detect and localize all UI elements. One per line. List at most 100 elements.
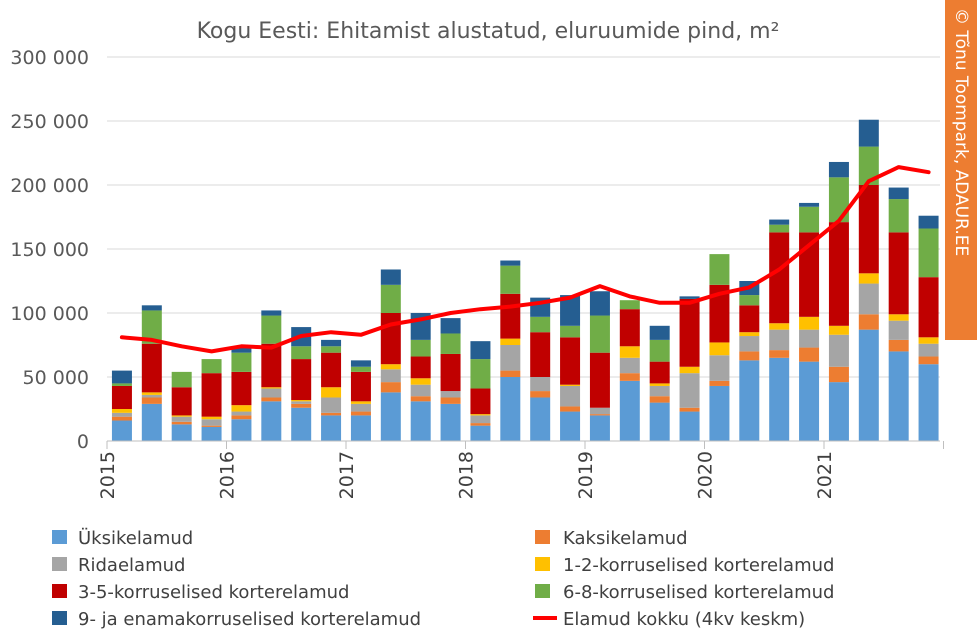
bar-segment — [201, 419, 222, 426]
bar-segment — [918, 356, 939, 365]
bar-segment — [828, 366, 849, 383]
bar-segment — [769, 350, 790, 358]
bar-segment — [769, 224, 790, 233]
y-tick-label: 100 000 — [10, 303, 89, 325]
bar-segment — [231, 411, 252, 416]
bar-segment — [560, 325, 581, 338]
x-axis: 2015 2016 2017 2018 2019 2020 2021 — [97, 440, 944, 499]
bar-segment — [410, 356, 431, 379]
bar-segment — [380, 392, 401, 441]
bar-segment — [619, 380, 640, 441]
bar-segment — [858, 119, 879, 147]
bar-segment — [350, 360, 371, 367]
bar-segment — [709, 254, 730, 285]
bar-segment — [171, 371, 192, 388]
bar-segment — [321, 412, 342, 416]
y-tick-label: 300 000 — [10, 47, 89, 69]
bar-segment — [111, 409, 132, 413]
bar-segment — [410, 384, 431, 397]
bar-segment — [380, 364, 401, 370]
bar-segment — [799, 347, 820, 362]
bar-segment — [828, 325, 849, 335]
bar-segment — [530, 316, 551, 333]
bar-segment — [769, 323, 790, 330]
bar-segment — [350, 415, 371, 441]
bar-segment — [350, 401, 371, 404]
bar-segment — [291, 400, 312, 402]
bar-segment — [858, 146, 879, 185]
bar-segment — [141, 394, 162, 398]
bar-segment — [500, 260, 521, 266]
bar-segment — [500, 293, 521, 339]
bar-segment — [231, 371, 252, 406]
bar-segment — [231, 347, 252, 353]
bar-segment — [171, 415, 192, 417]
bar-segment — [589, 315, 610, 353]
bar-segment — [709, 284, 730, 343]
bar-segment — [888, 232, 909, 315]
bar-segment — [888, 351, 909, 441]
bar-segment — [261, 315, 282, 344]
bar-segment — [291, 346, 312, 360]
bar-segment — [410, 401, 431, 441]
bar-segment — [828, 334, 849, 367]
bar-segment — [440, 353, 461, 392]
bar-segment — [201, 359, 222, 374]
bar-segment — [470, 414, 491, 416]
bar-segment — [649, 402, 670, 441]
bar-segment — [380, 369, 401, 383]
bar-segment — [380, 382, 401, 393]
bar-segment — [470, 425, 491, 441]
bar-segment — [709, 355, 730, 381]
bar-segment — [231, 405, 252, 412]
bar-segment — [589, 291, 610, 316]
bar-segment — [321, 352, 342, 388]
bar-segment — [171, 421, 192, 425]
bar-segment — [769, 232, 790, 324]
bar-segment — [261, 387, 282, 389]
legend-label: 1-2-korruselised korterelamud — [563, 555, 834, 576]
bar-segment — [828, 161, 849, 178]
bar-segment — [500, 345, 521, 371]
bar-segment — [141, 397, 162, 404]
bar-segment — [440, 391, 461, 398]
bar-segment — [619, 309, 640, 347]
bar-segment — [380, 284, 401, 313]
x-tick-label: 2017 — [336, 451, 358, 499]
legend-swatch — [535, 530, 550, 544]
bar-segment — [739, 332, 760, 337]
legend-swatch — [535, 557, 550, 571]
bar-segment — [440, 318, 461, 334]
bar-segment — [769, 219, 790, 225]
bar-segment — [231, 415, 252, 420]
bar-segment — [440, 333, 461, 354]
y-tick-label: 150 000 — [10, 239, 89, 261]
bar-segment — [918, 277, 939, 338]
legend-swatch — [52, 584, 67, 598]
bar-segment — [470, 359, 491, 389]
bar-segment — [141, 343, 162, 393]
bar-segment — [589, 407, 610, 415]
bar-segment — [201, 416, 222, 420]
legend-label: Üksikelamud — [78, 527, 193, 549]
legend-label: 6-8-korruselised korterelamud — [563, 582, 834, 603]
bar-segment — [261, 343, 282, 388]
bar-segment — [888, 187, 909, 200]
bar-segment — [171, 387, 192, 416]
bar-segment — [261, 397, 282, 402]
bar-segment — [589, 414, 610, 416]
credit-text: © Tõnu Toompark, ADAUR.EE — [951, 8, 971, 256]
bar-segment — [111, 385, 132, 409]
legend-swatch — [535, 584, 550, 598]
bar-segment — [649, 325, 670, 340]
bar-segment — [649, 385, 670, 397]
bar-segment — [291, 403, 312, 408]
legend-swatch — [52, 611, 67, 625]
bar-segment — [619, 300, 640, 310]
average-line-path — [119, 165, 931, 354]
bar-segment — [111, 416, 132, 421]
bar-segment — [589, 352, 610, 408]
bar-segment — [799, 232, 820, 317]
bar-segment — [709, 380, 730, 386]
